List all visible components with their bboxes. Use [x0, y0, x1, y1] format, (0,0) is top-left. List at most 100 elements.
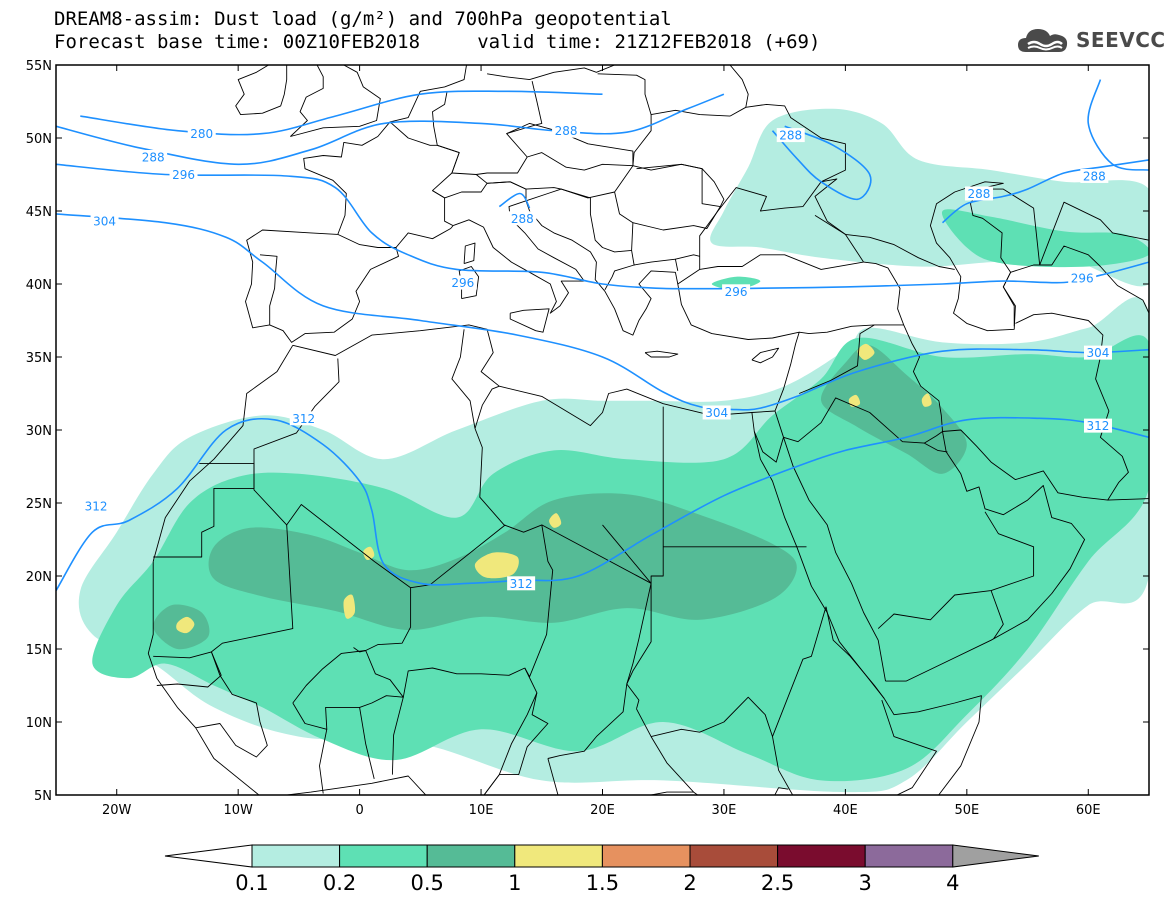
colorbar-swatch	[251, 844, 341, 868]
seevccc-logo: SEEVCCC	[1016, 24, 1165, 56]
contour-label-304: 304	[93, 215, 116, 229]
border-iraq-syria	[799, 324, 904, 394]
lat-label: 20N	[26, 570, 52, 585]
dust-area-1	[549, 513, 562, 528]
border-west-africa-coast	[152, 345, 294, 562]
dust-load-fill-layer	[78, 108, 1149, 793]
lon-label: 50E	[954, 803, 979, 818]
border-iran-turkey	[863, 261, 905, 326]
contour-label-background	[187, 126, 216, 141]
border-spain-france	[337, 233, 396, 248]
lon-label: 10W	[223, 803, 253, 818]
contour-label-312: 312	[510, 577, 533, 591]
border-sicily	[509, 308, 550, 333]
colorbar-level-label: 4	[946, 871, 959, 895]
contour-label-layer: 280 288 288 288 288 288 288 296 296 296 296 304 304 3…	[82, 123, 1112, 591]
contour-label-288: 288	[779, 129, 802, 143]
contour-label-312: 312	[292, 412, 315, 426]
border-greece-albania	[604, 264, 635, 291]
border-mali-niger	[353, 587, 412, 653]
border-ireland	[235, 65, 288, 116]
lat-label: 35N	[26, 351, 52, 366]
colorbar-level-label: 1.5	[586, 871, 619, 895]
border-benin-nigeria	[391, 697, 404, 775]
border-romania-ukraine	[614, 163, 721, 231]
border-cyprus	[751, 347, 780, 364]
border-biscay	[303, 65, 467, 235]
border-crete	[644, 350, 679, 358]
colorbar-legend: 0.1 0.2 0.5 1 1.5 2 2.5 3 4	[164, 844, 1039, 895]
lat-label: 25N	[26, 497, 52, 512]
dust-area-1	[176, 616, 195, 634]
contour-label-304: 304	[1087, 346, 1110, 360]
contour-label-background	[722, 284, 751, 299]
border-kazakh	[979, 188, 1149, 266]
contour-label-background	[289, 411, 318, 426]
contour-label-296: 296	[172, 168, 195, 182]
border-germany-poland	[432, 80, 543, 175]
lon-label: 60E	[1076, 803, 1101, 818]
border-togo-benin	[359, 707, 375, 780]
contour-label-288: 288	[511, 212, 534, 226]
geopotential-contour-296	[56, 163, 1149, 290]
border-west-africa-coast-south	[147, 561, 427, 795]
lat-label: 50N	[26, 132, 52, 147]
border-iran-iraq	[903, 324, 943, 432]
border-ukraine-russia	[729, 103, 846, 183]
contour-label-288: 288	[555, 124, 578, 138]
contour-label-background	[507, 576, 536, 591]
border-corsica	[463, 242, 476, 265]
dust-area-1	[474, 552, 519, 579]
border-central-africa	[547, 758, 694, 795]
geopotential-contour-288	[56, 93, 725, 166]
border-arabia-south	[885, 431, 1086, 682]
contour-label-288: 288	[1083, 169, 1106, 183]
geopotential-contour-280	[80, 90, 603, 136]
lon-label: 40E	[833, 803, 858, 818]
border-nigeria-east	[483, 692, 538, 795]
border-niger-nigeria	[402, 667, 525, 698]
contour-label-background	[169, 167, 198, 182]
border-libya-egypt-chad	[602, 524, 652, 584]
border-levant-coast	[677, 254, 864, 412]
geopotential-contour-288	[498, 192, 531, 209]
colorbar-swatch	[777, 844, 866, 868]
border-adriatic-east	[525, 200, 679, 336]
border-eritrea-djibouti	[825, 606, 885, 699]
lon-label: 10E	[469, 803, 494, 818]
colorbar-level-label: 3	[859, 871, 872, 895]
axis-tick-layer: 55N 50N 45N 40N 35N 30N 25N 20N 15N 10N 5N 20W 10W 0 1…	[26, 59, 1149, 818]
lat-label: 40N	[26, 278, 52, 293]
geopotential-contour-288	[941, 159, 1149, 224]
border-france-west	[395, 225, 454, 248]
dust-area-1	[363, 546, 375, 561]
colorbar-level-label: 0.1	[235, 871, 268, 895]
border-libya-tunisia	[474, 385, 500, 429]
contour-label-background	[1068, 271, 1097, 286]
border-bulgaria-turkey	[675, 254, 700, 260]
contour-label-304: 304	[705, 406, 728, 420]
contour-label-background	[1083, 345, 1112, 360]
lat-label: 30N	[26, 424, 52, 439]
geopotential-contour-288	[771, 125, 872, 201]
border-red-sea-east	[783, 437, 886, 682]
border-iran-east	[1015, 312, 1129, 501]
border-great-britain	[290, 65, 381, 137]
contour-label-background	[139, 149, 168, 164]
dust-area-1	[848, 394, 861, 407]
lat-label: 15N	[26, 643, 52, 658]
border-balkans	[525, 188, 634, 253]
border-oman-yemen	[990, 590, 1004, 640]
lon-label: 0	[355, 803, 363, 818]
border-guinea	[195, 675, 268, 758]
geopotential-contour-layer	[56, 79, 1149, 592]
contour-label-background	[1083, 418, 1112, 433]
border-switzerland-italy	[432, 181, 527, 201]
border-jordan-saudi	[783, 397, 948, 453]
border-gulf-iran	[942, 429, 1149, 501]
lon-label: 30E	[712, 803, 737, 818]
colorbar-over-triangle	[952, 844, 1039, 868]
border-france-belgium	[389, 121, 460, 226]
map-title-line-2: Forecast base time: 00Z10FEB2018 valid t…	[54, 31, 821, 53]
